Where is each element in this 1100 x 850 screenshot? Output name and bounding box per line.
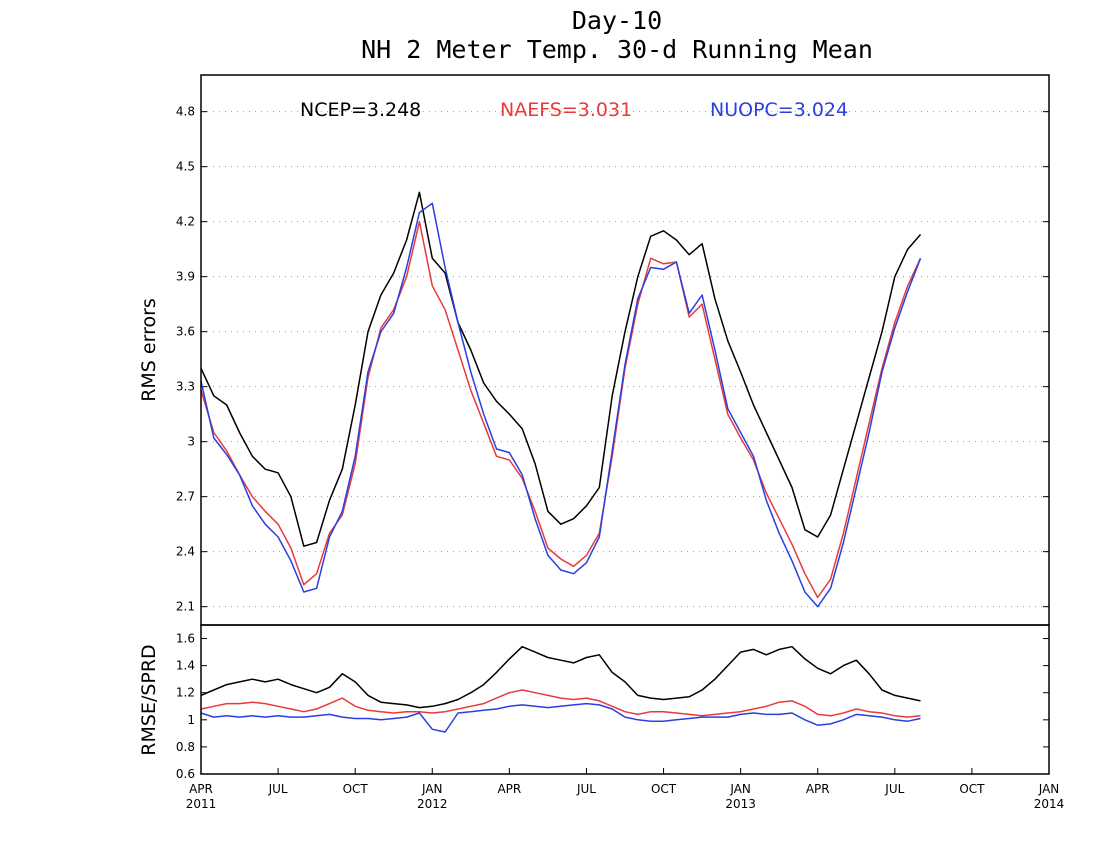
y-tick-label: 1.2 xyxy=(176,686,195,700)
ratio-panel-y-axis-label: RMSE/SPRD xyxy=(138,644,160,755)
series-line-ncep xyxy=(200,191,922,547)
ratio-panel-frame xyxy=(200,624,1050,775)
x-tick-year: 2012 xyxy=(417,797,448,811)
x-tick-month: OCT xyxy=(343,782,369,796)
y-tick-label: 0.6 xyxy=(176,767,195,781)
y-tick-label: 1 xyxy=(187,713,195,727)
y-tick-label: 1.6 xyxy=(176,632,195,646)
y-tick-label: 3.3 xyxy=(176,380,195,394)
score-label: NAEFS=3.031 xyxy=(500,99,632,121)
y-tick-label: 1.4 xyxy=(176,659,195,673)
series-line-naefs xyxy=(200,220,922,599)
x-tick-month: JUL xyxy=(884,782,904,796)
x-tick-month: APR xyxy=(189,782,213,796)
chart-subtitle: NH 2 Meter Temp. 30-d Running Mean xyxy=(361,35,873,64)
x-tick-month: APR xyxy=(806,782,830,796)
ratio-panel-series xyxy=(200,645,921,733)
y-tick-label: 4.5 xyxy=(176,160,195,174)
y-tick-label: 3.6 xyxy=(176,325,195,339)
y-tick-label: 2.7 xyxy=(176,490,195,504)
series-line-nuopc xyxy=(200,202,922,608)
rms-panel-series xyxy=(200,191,922,608)
chart-title: Day-10 xyxy=(572,6,662,35)
rms-panel-y-axis-label: RMS errors xyxy=(138,298,160,402)
x-tick-month: JAN xyxy=(729,782,751,796)
x-tick-month: JUL xyxy=(268,782,288,796)
y-tick-label: 3.9 xyxy=(176,270,195,284)
x-tick-month: OCT xyxy=(959,782,985,796)
x-tick-month: APR xyxy=(497,782,521,796)
series-line-nuopc xyxy=(200,702,921,733)
score-label: NCEP=3.248 xyxy=(300,99,421,121)
y-tick-label: 3 xyxy=(187,435,195,449)
x-tick-year: 2011 xyxy=(186,797,217,811)
rms-panel-grid xyxy=(201,111,1049,608)
x-tick-year: 2014 xyxy=(1034,797,1065,811)
x-tick-month: JAN xyxy=(1038,782,1060,796)
y-tick-label: 0.8 xyxy=(176,740,195,754)
score-label: NUOPC=3.024 xyxy=(710,99,848,121)
x-tick-year: 2013 xyxy=(725,797,756,811)
y-tick-label: 2.1 xyxy=(176,600,195,614)
series-line-ncep xyxy=(200,645,921,709)
rms-panel-y-axis: 2.1 2.4 2.7 3 3.3 3.6 3.9 4.2 4.5 4.8 xyxy=(176,105,1049,614)
score-legend: NCEP=3.248 NAEFS=3.031 NUOPC=3.024 xyxy=(300,99,848,121)
x-tick-month: JAN xyxy=(421,782,443,796)
series-line-naefs xyxy=(200,689,921,718)
y-tick-label: 2.4 xyxy=(176,545,195,559)
x-tick-month: JUL xyxy=(576,782,596,796)
x-tick-month: OCT xyxy=(651,782,677,796)
y-tick-label: 4.2 xyxy=(176,215,195,229)
y-tick-label: 4.8 xyxy=(176,105,195,119)
